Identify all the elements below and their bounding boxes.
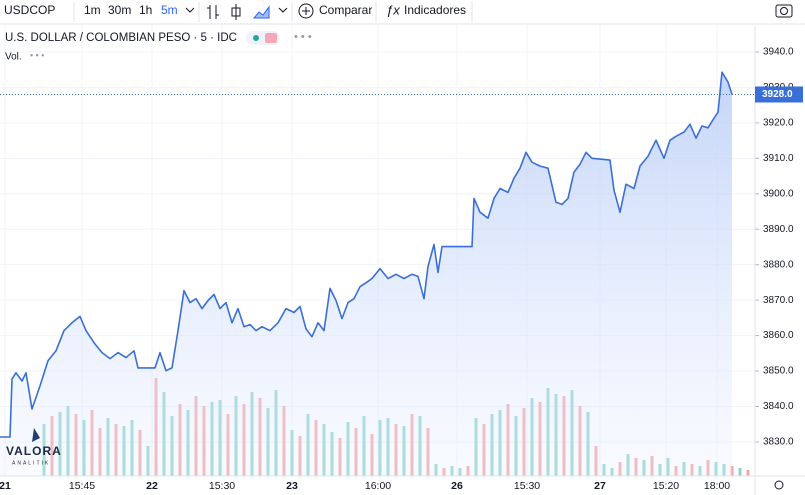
fx-icon[interactable]: ƒx [386, 2, 400, 17]
watermark-brand: VALORA [6, 444, 62, 458]
x-tick-label: 15:20 [653, 480, 679, 492]
y-tick-label: 3940.0 [763, 47, 794, 58]
dropdown-icon[interactable] [278, 7, 288, 13]
y-tick-label: 3880.0 [763, 259, 794, 270]
camera-icon[interactable] [780, 7, 788, 15]
toolbar [0, 0, 805, 24]
x-tick-label: 15:30 [514, 480, 540, 492]
status-flag [265, 33, 277, 43]
y-tick-label: 3870.0 [763, 295, 794, 306]
dropdown-icon[interactable] [185, 7, 195, 13]
indicators[interactable]: Indicadores [404, 3, 466, 17]
volume-label: Vol. [5, 52, 22, 63]
x-tick-label: 16:00 [365, 480, 391, 492]
status-dot [253, 35, 259, 41]
compare[interactable]: Comparar [319, 3, 372, 17]
compare-icon[interactable] [298, 3, 314, 19]
x-tick-label: 21 [0, 480, 11, 492]
camera-icon[interactable] [775, 4, 793, 18]
y-tick-label: 3840.0 [763, 401, 794, 412]
x-tick-label: 23 [286, 480, 298, 492]
y-tick-label: 3860.0 [763, 330, 794, 341]
last-price-label: 3928.0 [762, 89, 793, 100]
more-dots[interactable]: • • • [30, 50, 44, 60]
area-icon[interactable] [252, 5, 270, 19]
x-tick-label: 22 [146, 480, 158, 492]
price-line [0, 71, 733, 438]
symbol[interactable]: USDCOP [4, 3, 55, 17]
logo-mark [32, 428, 40, 442]
bars-icon[interactable] [207, 5, 219, 19]
more-dots[interactable]: • • • [294, 31, 312, 43]
area-fill [0, 72, 732, 476]
compare-icon[interactable] [302, 7, 310, 15]
interval-active[interactable]: 5m [161, 3, 178, 17]
interval[interactable]: 30m [108, 3, 131, 17]
last-price-tag [755, 86, 803, 103]
watermark-sub: ANALITIK [12, 460, 50, 466]
settings-icon[interactable] [774, 480, 784, 490]
candles-icon[interactable] [231, 4, 241, 20]
y-tick-label: 3890.0 [763, 224, 794, 235]
volume-bar [738, 468, 742, 476]
x-tick-label: 15:45 [69, 480, 95, 492]
interval[interactable]: 1h [139, 3, 152, 17]
y-tick-label: 3910.0 [763, 153, 794, 164]
x-tick-label: 18:00 [704, 480, 730, 492]
plot [0, 25, 759, 476]
y-tick-label: 3900.0 [763, 188, 794, 199]
y-tick-label: 3850.0 [763, 366, 794, 377]
x-tick-label: 26 [451, 480, 463, 492]
y-tick-label: 3830.0 [763, 437, 794, 448]
x-tick-label: 27 [594, 480, 606, 492]
volume-bar [746, 470, 750, 476]
y-tick-label: 3920.0 [763, 117, 794, 128]
legend-title: U.S. DOLLAR / COLOMBIAN PESO · 5 · IDC [5, 32, 237, 44]
x-tick-label: 15:30 [209, 480, 235, 492]
interval[interactable]: 1m [84, 3, 101, 17]
